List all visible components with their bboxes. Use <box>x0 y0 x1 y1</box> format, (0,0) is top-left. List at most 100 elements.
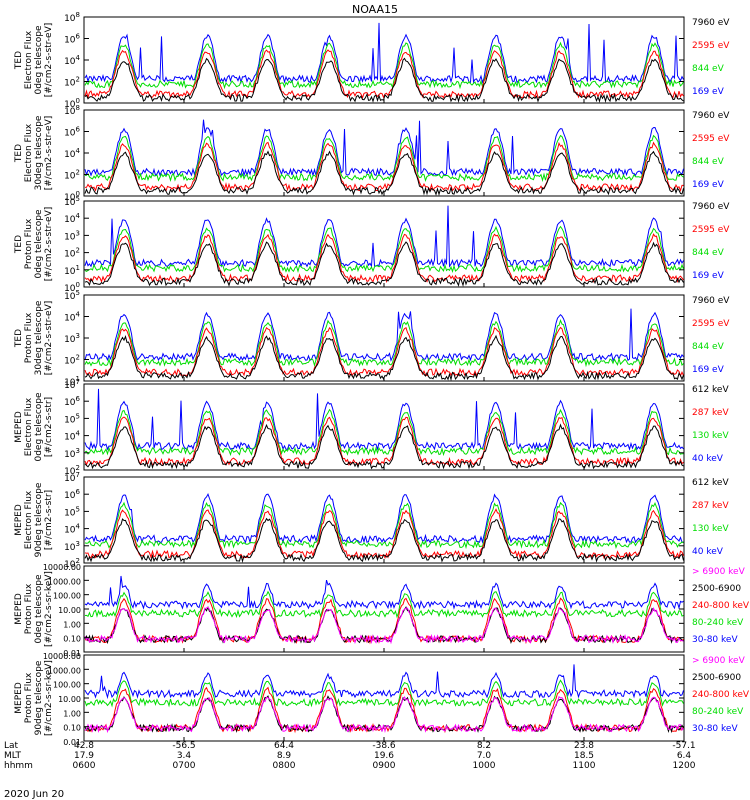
panel-8: 0.01 0.10 1.00 10.00 100.00 1000.00 10000.00ME… <box>14 652 750 747</box>
y-tick-label: 10000.00 <box>43 652 81 661</box>
series-line <box>84 49 684 100</box>
series-line <box>84 416 684 467</box>
x-tick-label-time: 1200 <box>673 761 696 771</box>
series-line <box>84 679 684 708</box>
legend-entry: 844 eV <box>692 248 725 258</box>
y-tick-label: 106 <box>64 395 80 408</box>
legend-entry: 40 keV <box>692 547 724 557</box>
legend-entry: 169 eV <box>692 271 725 281</box>
x-tick-label-lat: -38.6 <box>372 741 396 751</box>
series-line <box>84 664 684 700</box>
panel-frame <box>83 294 685 382</box>
y-tick-label: 105 <box>64 195 80 208</box>
panel-frame <box>83 200 685 288</box>
series-line <box>84 508 684 560</box>
y-tick-label: 102 <box>64 76 80 89</box>
x-tick-label-lat: 8.2 <box>477 741 491 751</box>
series-line <box>84 319 684 368</box>
legend-entry: 80-240 keV <box>692 618 744 628</box>
x-tick-label-time: 1100 <box>573 761 596 771</box>
y-tick-label: 0.01 <box>63 738 81 747</box>
x-row-label: MLT <box>4 751 22 761</box>
panel-6: 102 103 104 105 106 107 MEPEDElectron Flux90de… <box>14 471 729 570</box>
y-tick-label: 104 <box>64 311 80 324</box>
y-tick-label: 108 <box>64 11 80 24</box>
legend-entry: 169 eV <box>692 180 725 190</box>
x-tick-label-lat: 23.8 <box>574 741 594 751</box>
panel-frame <box>83 109 685 197</box>
y-axis-label: TEDElectron Flux30deg telescope[#/cm2-s-… <box>14 115 54 190</box>
y-tick-label: 0.10 <box>63 635 81 644</box>
legend-entry: 130 keV <box>692 431 729 441</box>
x-tick-label-mlt: 18.5 <box>574 751 594 761</box>
y-tick-label: 103 <box>64 540 80 553</box>
y-tick-label: 103 <box>64 447 80 460</box>
x-tick-label-mlt: 8.9 <box>277 751 292 761</box>
panels-group: 100 102 104 106 108 TEDElectron Flux0deg tele… <box>14 11 750 747</box>
y-tick-label: 100.00 <box>53 681 81 690</box>
x-tick-label-time: 0800 <box>273 761 296 771</box>
y-axis-label: MEPEDProton Flux90deg telescope[#/cm2-s-… <box>14 660 54 736</box>
y-tick-label: 103 <box>64 229 80 242</box>
panel-frame <box>83 476 685 564</box>
series-line <box>84 134 684 183</box>
y-tick-label: 104 <box>64 54 80 67</box>
series-line <box>84 241 684 287</box>
legend-entry: 169 eV <box>692 365 725 375</box>
legend-entry: 7960 eV <box>692 202 730 212</box>
series-line <box>84 575 684 610</box>
series-line <box>84 388 684 452</box>
y-tick-label: 1.00 <box>63 620 81 629</box>
x-row-label: hhmm <box>4 761 33 771</box>
x-tick-label-time: 1000 <box>473 761 496 771</box>
legend-entry: 240-800 keV <box>692 601 750 611</box>
y-tick-label: 100 <box>64 97 80 110</box>
x-tick-label-lat: -56.5 <box>172 741 195 751</box>
legend-entry: 2595 eV <box>692 319 730 329</box>
y-tick-label: 106 <box>64 126 80 139</box>
y-tick-label: 106 <box>64 488 80 501</box>
y-tick-label: 10000.00 <box>43 563 81 572</box>
y-axis-label: TEDElectron Flux0deg telescope[#/cm2-s-s… <box>14 23 54 98</box>
y-axis-label: TEDProton Flux0deg telescope[#/cm2-s-str… <box>14 207 54 282</box>
series-line <box>84 590 684 619</box>
x-tick-label-lat: -57.1 <box>672 741 695 751</box>
series-line <box>84 225 684 274</box>
y-tick-label: 102 <box>64 557 80 570</box>
x-tick-label-mlt: 19.6 <box>374 751 394 761</box>
legend-entry: 2595 eV <box>692 41 730 51</box>
legend-entry: 2595 eV <box>692 134 730 144</box>
x-tick-label-time: 0900 <box>373 761 396 771</box>
y-tick-label: 103 <box>64 332 80 345</box>
panel-4: 101 102 103 104 105 TEDProton Flux30deg teles… <box>14 289 730 388</box>
series-line <box>84 501 684 550</box>
date-label: 2020 Jun 20 <box>4 789 64 800</box>
y-tick-label: 104 <box>64 212 80 225</box>
legend-entry: > 6900 keV <box>692 656 746 666</box>
series-line <box>84 141 684 193</box>
y-tick-label: 105 <box>64 289 80 302</box>
x-tick-label-mlt: 3.4 <box>177 751 192 761</box>
panel-5: 102 103 104 105 106 107 MEPEDElectron Flux0deg… <box>14 378 729 477</box>
panel-frame <box>83 383 685 471</box>
legend-entry: 612 keV <box>692 385 729 395</box>
y-tick-label: 100.00 <box>53 592 81 601</box>
legend-entry: 240-800 keV <box>692 690 750 700</box>
legend-entry: 7960 eV <box>692 18 730 28</box>
legend-entry: 7960 eV <box>692 296 730 306</box>
legend-entry: 40 keV <box>692 454 724 464</box>
y-tick-label: 105 <box>64 505 80 518</box>
panel-7: 0.010.101.0010.00100.001000.0010000.00ME… <box>14 563 750 658</box>
panel-frame <box>83 16 685 104</box>
y-tick-label: 106 <box>64 33 80 46</box>
series-line <box>84 408 684 457</box>
panel-3: 100 101 102 103 104 105 TEDProton Flux0deg tel… <box>14 195 730 294</box>
legend-entry: 30-80 keV <box>692 635 738 645</box>
y-tick-label: 105 <box>64 412 80 425</box>
y-tick-label: 102 <box>64 169 80 182</box>
series-line <box>84 308 684 362</box>
y-tick-label: 108 <box>64 104 80 117</box>
y-axis-label: MEPEDElectron Flux0deg telescope[#/cm2-s… <box>14 392 54 462</box>
y-tick-label: 102 <box>64 354 80 367</box>
